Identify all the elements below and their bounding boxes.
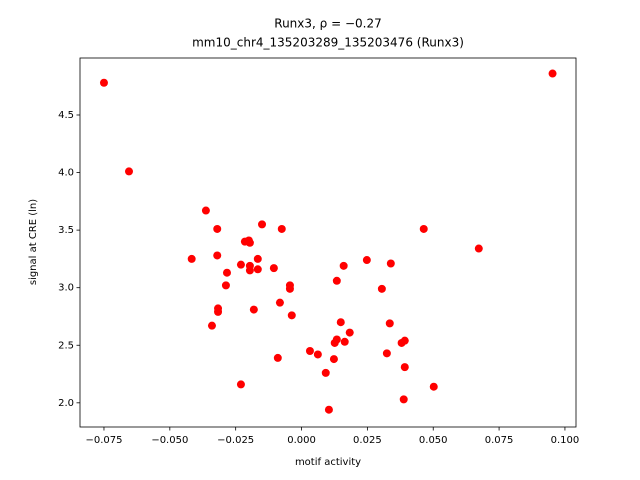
y-tick-label: 4.5 [58,110,74,121]
point [236,380,245,389]
point [329,355,338,364]
point [332,276,341,285]
y-tick-label: 3.0 [58,283,74,294]
point [429,382,438,391]
point [340,337,349,346]
point [275,298,284,307]
y-tick-label: 3.5 [58,225,74,236]
point [362,256,371,265]
point [187,254,196,263]
point [285,284,294,293]
point [99,78,108,87]
point [249,305,258,314]
chart-title: Runx3, ρ = −0.27 [274,17,381,31]
point [385,319,394,328]
point [339,261,348,270]
point [253,254,262,263]
point [400,363,409,372]
point [253,265,262,274]
x-axis-label: motif activity [295,457,361,468]
point [245,238,254,247]
y-tick-label: 2.0 [58,398,74,409]
point [305,347,314,356]
x-tick-label: −0.075 [85,435,122,446]
point [245,266,254,275]
x-tick-label: −0.025 [217,435,254,446]
point [258,220,267,229]
point [277,224,286,233]
x-tick-label: 0.025 [353,435,382,446]
x-tick-label: −0.050 [151,435,188,446]
point [345,328,354,337]
point [221,281,230,290]
plot-frame [79,57,577,428]
point [336,318,345,327]
point [321,368,330,377]
point [213,224,222,233]
point [269,264,278,273]
point [222,268,231,277]
point [400,336,409,345]
point [201,206,210,215]
point [377,284,386,293]
point [287,311,296,320]
point [332,335,341,344]
point [214,307,223,316]
point [399,395,408,404]
x-tick-label: 0.075 [485,435,514,446]
point [386,259,395,268]
point [236,260,245,269]
x-tick-label: 0.050 [419,435,448,446]
chart-subtitle: mm10_chr4_135203289_135203476 (Runx3) [192,36,464,50]
point [213,251,222,260]
point [273,353,282,362]
point [474,244,483,253]
point [324,405,333,414]
point [548,69,557,78]
y-tick-label: 4.0 [58,168,74,179]
point [419,224,428,233]
x-tick-label: 0.100 [551,435,580,446]
x-tick-label: 0.000 [287,435,316,446]
y-tick-label: 2.5 [58,340,74,351]
y-axis-label: signal at CRE (ln) [28,199,39,285]
point [382,349,391,358]
point [124,167,133,176]
point [313,350,322,359]
point [207,321,216,330]
